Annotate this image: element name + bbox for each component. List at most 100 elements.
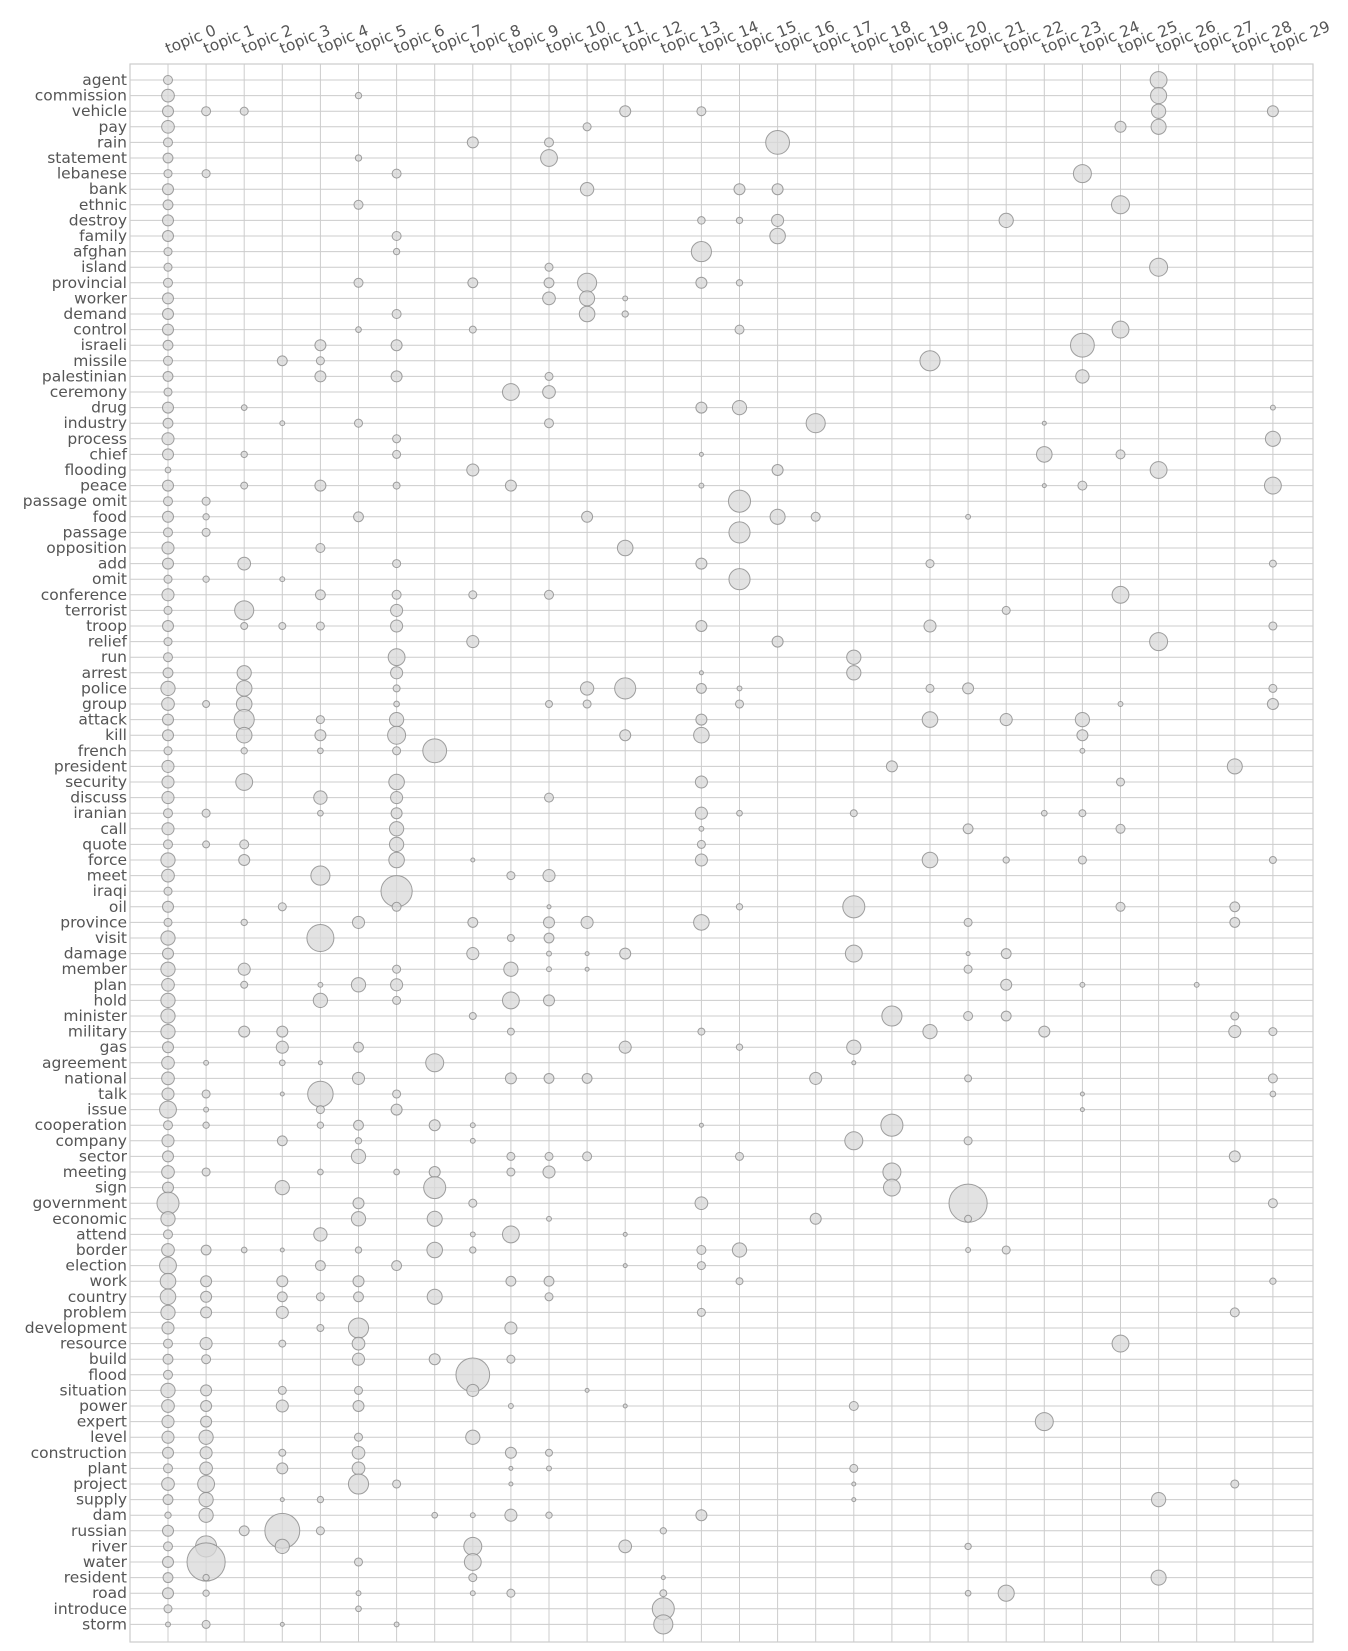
bubble-attack-topic-0 (161, 713, 175, 726)
bubble-demand-topic-6 (391, 309, 402, 319)
bubble-economic-topic-21 (964, 1214, 973, 1223)
bubble-sector-topic-28 (1228, 1150, 1241, 1163)
bubble-attend-topic-12 (622, 1231, 628, 1237)
bubble-passage-topic-0 (163, 527, 173, 538)
bubble-omit-topic-1 (202, 575, 210, 583)
bubble-construction-topic-10 (545, 1448, 553, 1457)
bubble-company-topic-3 (276, 1135, 288, 1147)
bubble-national-topic-0 (161, 1071, 175, 1086)
bubble-oil-topic-3 (277, 902, 287, 912)
bubble-kill-topic-12 (619, 729, 632, 742)
bubble-add-topic-14 (695, 557, 708, 570)
bubble-project-topic-0 (161, 1477, 175, 1491)
bubble-iranian-topic-23 (1040, 809, 1048, 817)
word-label-add: add (98, 555, 127, 573)
bubble-resident-topic-0 (162, 1572, 174, 1584)
bubble-drug-topic-0 (161, 401, 175, 414)
word-label-ceremony: ceremony (50, 383, 127, 401)
bubble-member-topic-9 (503, 961, 519, 977)
bubble-provincial-topic-11 (577, 272, 598, 293)
word-label-agreement: agreement (42, 1054, 127, 1072)
bubble-call-topic-25 (1115, 823, 1126, 834)
bubble-border-topic-2 (240, 1246, 248, 1254)
bubble-bank-topic-11 (579, 182, 595, 197)
bubble-power-topic-1 (200, 1399, 213, 1413)
bubble-meeting-topic-4 (317, 1168, 324, 1176)
bubble-palestinian-topic-4 (314, 370, 327, 383)
bubble-road-topic-0 (161, 1587, 175, 1600)
bubble-situation-topic-0 (160, 1382, 176, 1399)
bubble-lebanese-topic-24 (1072, 164, 1092, 184)
bubble-member-topic-21 (963, 964, 973, 974)
word-label-development: development (25, 1319, 127, 1337)
bubble-talk-topic-1 (201, 1089, 211, 1099)
bubble-problem-topic-14 (696, 1307, 706, 1317)
bubble-issue-topic-4 (315, 1105, 325, 1115)
bubble-introduce-topic-5 (355, 1605, 362, 1613)
bubble-add-topic-29 (1268, 559, 1277, 568)
bubble-force-topic-14 (694, 853, 708, 867)
bubble-meet-topic-10 (542, 869, 556, 883)
bubble-force-topic-6 (388, 851, 405, 869)
word-label-country: country (68, 1288, 127, 1306)
bubble-plant-topic-9 (508, 1465, 514, 1471)
bubble-plant-topic-10 (546, 1465, 552, 1472)
bubble-province-topic-11 (580, 915, 594, 929)
bubble-palestinian-topic-6 (390, 370, 403, 383)
bubble-situation-topic-8 (466, 1383, 480, 1397)
bubble-worker-topic-12 (622, 295, 629, 302)
bubble-conference-topic-8 (468, 590, 478, 600)
bubble-discuss-topic-4 (313, 790, 328, 805)
bubble-industry-topic-3 (279, 420, 286, 427)
bubble-gas-topic-0 (161, 1041, 175, 1054)
bubble-province-topic-21 (963, 917, 973, 927)
bubble-gas-topic-15 (735, 1043, 744, 1051)
bubble-storm-topic-6 (393, 1621, 400, 1628)
word-label-conference: conference (41, 586, 127, 604)
word-label-issue: issue (87, 1101, 127, 1119)
bubble-visit-topic-0 (160, 930, 176, 946)
bubble-cooperation-topic-14 (698, 1122, 704, 1128)
bubble-chief-topic-2 (240, 450, 248, 459)
bubble-sign-topic-19 (882, 1178, 901, 1197)
bubble-ceremony-topic-0 (163, 387, 173, 397)
bubble-river-topic-12 (618, 1539, 633, 1554)
bubble-ceremony-topic-9 (501, 383, 520, 401)
bubble-dam-topic-9 (504, 1508, 518, 1522)
bubble-add-topic-20 (925, 559, 935, 569)
word-label-force: force (88, 851, 127, 869)
bubble-island-topic-26 (1149, 257, 1169, 277)
bubble-plan-topic-2 (240, 980, 249, 989)
word-label-attack: attack (78, 711, 127, 729)
bubble-country-topic-4 (315, 1292, 325, 1302)
bubble-lebanese-topic-0 (163, 169, 173, 179)
bubble-control-topic-0 (161, 323, 175, 336)
bubble-member-topic-2 (237, 962, 251, 976)
bubble-arrest-topic-6 (390, 666, 404, 680)
bubble-process-topic-29 (1264, 430, 1281, 447)
bubble-russian-topic-13 (659, 1527, 667, 1535)
bubble-israeli-topic-4 (314, 339, 327, 352)
bubble-cooperation-topic-19 (880, 1113, 904, 1137)
word-label-road: road (92, 1584, 127, 1602)
bubble-president-topic-0 (161, 759, 175, 773)
bubble-bank-topic-16 (771, 183, 784, 196)
bubble-quote-topic-6 (388, 836, 405, 853)
bubble-peace-topic-4 (314, 479, 327, 492)
bubble-hold-topic-9 (501, 991, 520, 1010)
bubble-sector-topic-9 (506, 1151, 516, 1161)
bubble-discuss-topic-10 (544, 792, 554, 803)
bubble-destroy-topic-14 (697, 216, 706, 225)
bubble-attack-topic-2 (233, 709, 255, 731)
word-label-group: group (82, 695, 127, 713)
bubble-group-topic-29 (1266, 697, 1279, 711)
bubble-issue-topic-6 (390, 1103, 403, 1116)
bubble-problem-topic-0 (160, 1304, 176, 1321)
bubble-government-topic-5 (352, 1197, 365, 1210)
bubble-damage-topic-21 (965, 951, 971, 957)
bubble-ethnic-topic-0 (162, 199, 174, 211)
bubble-talk-topic-6 (392, 1089, 402, 1099)
bubble-family-topic-0 (161, 229, 175, 243)
